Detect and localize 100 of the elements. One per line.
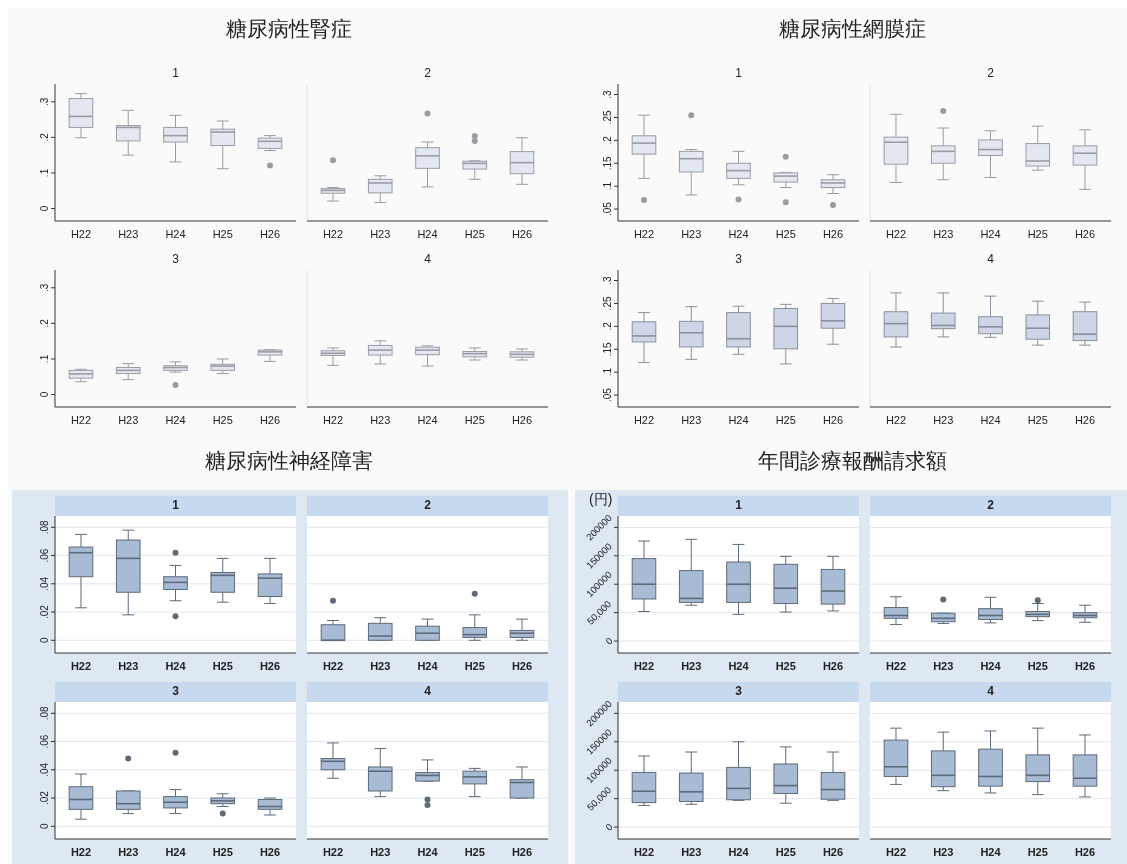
chart-title: 4 xyxy=(987,252,995,266)
x-tick-label: H24 xyxy=(165,228,186,240)
x-tick-label: H25 xyxy=(212,228,233,240)
x-tick-label: H22 xyxy=(322,846,344,858)
x-tick-label: H26 xyxy=(259,660,281,672)
y-tick-label: .2 xyxy=(602,321,613,331)
x-tick-label: H26 xyxy=(1074,846,1096,858)
x-tick-label: H22 xyxy=(885,414,907,426)
text: 年間診療報酬請求額 xyxy=(757,449,947,472)
x-tick-label: H24 xyxy=(417,414,438,426)
y-tick-label: .15 xyxy=(602,341,613,357)
x-tick-label: H23 xyxy=(681,414,702,426)
x-tick-label: H22 xyxy=(633,228,655,240)
chart-title: 1 xyxy=(172,66,180,80)
x-tick-label: H26 xyxy=(1074,228,1096,240)
x-tick-label: H23 xyxy=(681,228,702,240)
x-tick-label: H25 xyxy=(775,660,796,672)
y-tick-label: .05 xyxy=(602,387,613,403)
y-tick-label: .2 xyxy=(39,132,50,142)
x-tick-label: H26 xyxy=(1074,660,1096,672)
x-tick-label: H23 xyxy=(118,414,139,426)
x-tick-label: H23 xyxy=(370,846,391,858)
x-tick-label: H22 xyxy=(633,846,655,858)
y-tick-label: 0 xyxy=(39,637,50,644)
text: 糖尿病性腎症 xyxy=(226,17,352,40)
chart-title: 4 xyxy=(424,252,432,266)
x-tick-label: H22 xyxy=(70,846,92,858)
chart-title: 2 xyxy=(987,66,995,80)
text: 糖尿病性網膜症 xyxy=(778,17,926,40)
x-tick-label: H26 xyxy=(511,660,533,672)
x-tick-label: H22 xyxy=(70,414,92,426)
x-tick-label: H22 xyxy=(70,660,92,672)
x-tick-label: H25 xyxy=(212,660,233,672)
y-tick-label: .3 xyxy=(39,97,50,106)
x-tick-label: H22 xyxy=(885,846,907,858)
x-tick-label: H26 xyxy=(822,660,844,672)
y-tick-label: .06 xyxy=(39,734,50,749)
x-tick-label: H25 xyxy=(1027,660,1048,672)
x-tick-label: H25 xyxy=(1027,846,1048,858)
x-tick-label: H23 xyxy=(370,660,391,672)
chart-title: 4 xyxy=(424,684,432,698)
y-tick-label: .02 xyxy=(39,604,50,619)
x-tick-label: H22 xyxy=(70,228,92,240)
x-tick-label: H22 xyxy=(322,414,344,426)
chart-title: 2 xyxy=(424,66,432,80)
x-tick-label: H25 xyxy=(464,846,485,858)
x-tick-label: H25 xyxy=(464,414,485,426)
y-tick-label: 0 xyxy=(39,823,50,830)
chart-title: 3 xyxy=(172,252,180,266)
x-tick-label: H24 xyxy=(165,660,187,672)
x-tick-label: H24 xyxy=(165,846,187,858)
x-tick-label: H23 xyxy=(933,660,954,672)
y-tick-label: 0 xyxy=(39,205,50,212)
y-tick-label: .02 xyxy=(39,790,50,805)
y-tick-label: .08 xyxy=(39,519,50,535)
y-tick-label: 0 xyxy=(603,635,615,647)
chart-title: 3 xyxy=(735,684,743,698)
x-tick-label: H22 xyxy=(885,660,907,672)
x-tick-label: H23 xyxy=(933,228,954,240)
x-tick-label: H24 xyxy=(980,414,1001,426)
x-tick-label: H26 xyxy=(822,846,844,858)
chart-title: 2 xyxy=(424,498,432,512)
x-tick-label: H26 xyxy=(1074,414,1096,426)
y-tick-label: .3 xyxy=(602,89,613,99)
y-tick-label: .25 xyxy=(602,110,613,125)
y-tick-label: .1 xyxy=(602,181,613,191)
y-tick-label: 0 xyxy=(39,391,50,398)
x-tick-label: H26 xyxy=(822,228,844,240)
x-tick-label: H22 xyxy=(633,660,655,672)
y-tick-label: .06 xyxy=(39,548,50,563)
y-tick-label: .04 xyxy=(39,762,50,777)
x-tick-label: H24 xyxy=(728,660,750,672)
x-tick-label: H26 xyxy=(511,228,533,240)
x-tick-label: H22 xyxy=(322,660,344,672)
x-tick-label: H26 xyxy=(259,228,281,240)
x-tick-label: H23 xyxy=(118,846,139,858)
x-tick-label: H25 xyxy=(775,846,796,858)
x-tick-label: H24 xyxy=(417,228,438,240)
x-tick-label: H26 xyxy=(259,414,281,426)
y-tick-label: .2 xyxy=(39,318,50,328)
x-tick-label: H25 xyxy=(775,228,796,240)
x-tick-label: H22 xyxy=(322,228,344,240)
chart-title: 2 xyxy=(987,498,995,512)
y-tick-label: .2 xyxy=(602,135,613,145)
chart-title: 3 xyxy=(172,684,180,698)
x-tick-label: H25 xyxy=(212,846,233,858)
y-tick-label: .15 xyxy=(602,155,613,171)
x-tick-label: H26 xyxy=(511,846,533,858)
x-tick-label: H24 xyxy=(980,228,1001,240)
x-tick-label: H25 xyxy=(1027,228,1048,240)
text: 糖尿病性神経障害 xyxy=(205,449,373,472)
y-tick-label: .3 xyxy=(602,275,613,285)
x-tick-label: H25 xyxy=(1027,414,1048,426)
x-tick-label: H25 xyxy=(464,228,485,240)
x-tick-label: H26 xyxy=(822,414,844,426)
chart-title: 3 xyxy=(735,252,743,266)
x-tick-label: H25 xyxy=(464,660,485,672)
x-tick-label: H24 xyxy=(417,846,439,858)
x-tick-label: H26 xyxy=(259,846,281,858)
x-tick-label: H24 xyxy=(728,228,749,240)
